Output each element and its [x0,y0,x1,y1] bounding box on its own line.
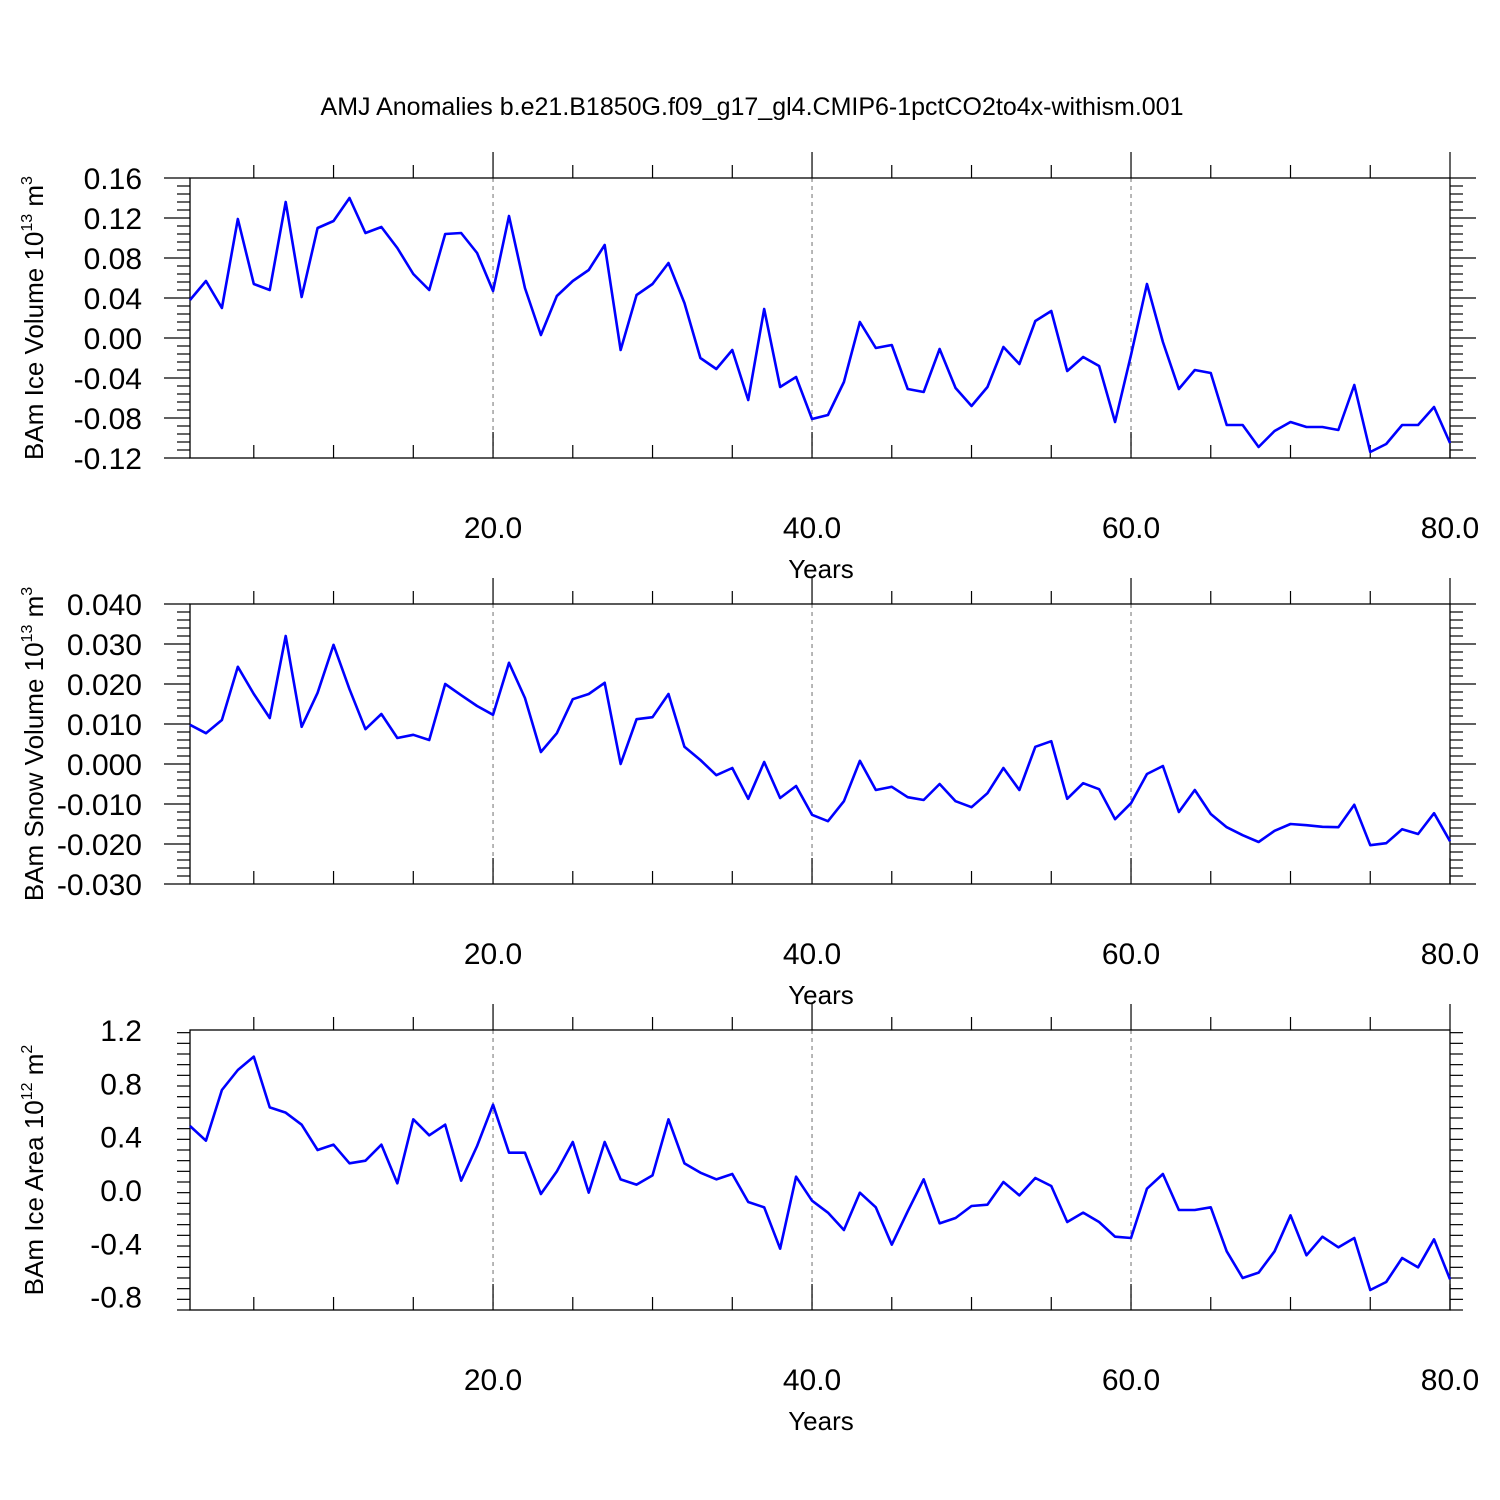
y-axis-label-text: m [19,596,49,625]
y-tick-label: -0.010 [57,789,142,822]
y-tick-label: 0.04 [84,283,142,316]
plot-frame [189,177,1451,459]
plot-frame [189,1029,1451,1311]
y-axis-label: BAm Ice Area 1012 m2 [19,1045,49,1296]
panel-1: 20.0 40.0 60.0 80.0 -0.12 -0.08 -0.04 0.00 0.04 0… [19,152,1479,584]
x-tick-label: 20.0 [464,938,522,971]
y-tick-label: 0.010 [67,709,142,742]
y-axis-label-text: BAm Ice Volume 10 [19,232,49,460]
y-axis-label-text: m [19,1054,49,1083]
y-tick-label: 1.2 [100,1015,142,1048]
y-axis-label-superscript: 3 [19,587,36,596]
x-tick-label: 40.0 [783,1364,841,1397]
y-tick-label: -0.8 [90,1282,142,1315]
y-axis-label-text: m [19,185,49,214]
y-tick-label: 0.12 [84,203,142,236]
y-axis-label-text: BAm Snow Volume 10 [19,642,49,901]
y-tick-label: 0.000 [67,749,142,782]
y-tick-label: 0.020 [67,669,142,702]
panel-2: 20.0 40.0 60.0 80.0 -0.030 -0.020 -0.010 0.000 0… [19,578,1479,1010]
y-tick-label: 0.8 [100,1068,142,1101]
y-tick-label: 0.16 [84,163,142,196]
y-axis-label: BAm Snow Volume 1013 m3 [19,587,49,901]
series-line [189,196,1452,454]
y-tick-label: 0.08 [84,243,142,276]
panel-3: 20.0 40.0 60.0 80.0 -0.8 -0.4 0.0 0.4 0.8 1.2 Year… [19,1004,1479,1436]
y-tick-label: -0.12 [74,443,142,476]
y-tick-label: -0.020 [57,829,142,862]
x-axis-label: Years [788,1406,854,1436]
y-tick-label: -0.08 [74,403,142,436]
x-tick-label: 80.0 [1421,938,1479,971]
x-tick-label: 80.0 [1421,1364,1479,1397]
plot-frame [189,603,1451,885]
x-tick-label: 60.0 [1102,1364,1160,1397]
y-tick-label: -0.04 [74,363,142,396]
x-tick-label: 60.0 [1102,938,1160,971]
x-tick-label: 40.0 [783,512,841,545]
y-axis-label-superscript: 3 [19,176,36,185]
y-tick-label: 0.00 [84,323,142,356]
x-tick-label: 20.0 [464,512,522,545]
x-tick-label: 20.0 [464,1364,522,1397]
series-line [189,1055,1452,1292]
y-axis-label-superscript: 13 [19,625,36,643]
y-axis-label: BAm Ice Volume 1013 m3 [19,176,49,460]
x-axis-label: Years [788,980,854,1010]
y-tick-label: 0.040 [67,589,142,622]
y-tick-label: -0.030 [57,869,142,902]
x-axis-label: Years [788,554,854,584]
x-tick-label: 60.0 [1102,512,1160,545]
y-tick-label: 0.0 [100,1175,142,1208]
y-axis-label-superscript: 12 [19,1082,36,1100]
y-axis-label-superscript: 2 [19,1045,36,1054]
y-tick-label: 0.4 [100,1122,142,1155]
figure-title: AMJ Anomalies b.e21.B1850G.f09_g17_gl4.C… [321,93,1184,121]
x-tick-label: 40.0 [783,938,841,971]
y-tick-label: 0.030 [67,629,142,662]
y-tick-label: -0.4 [90,1228,142,1261]
x-tick-label: 80.0 [1421,512,1479,545]
series-line [189,634,1452,847]
y-axis-label-superscript: 13 [19,214,36,232]
y-axis-label-text: BAm Ice Area 10 [19,1100,49,1295]
